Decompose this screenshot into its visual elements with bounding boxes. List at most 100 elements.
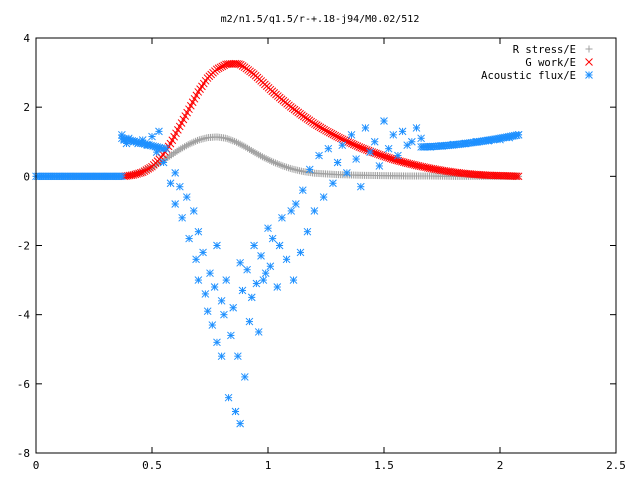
data-point (296, 248, 305, 257)
data-point (142, 166, 151, 174)
data-point (494, 171, 503, 180)
data-point (384, 144, 393, 153)
data-point (389, 130, 398, 139)
data-point (512, 172, 521, 181)
data-point (511, 172, 519, 181)
data-point (417, 134, 425, 143)
y-tick-label: -8 (17, 447, 30, 460)
data-point (266, 262, 275, 271)
data-point (268, 234, 277, 243)
data-point (240, 373, 249, 381)
data-point (233, 352, 242, 361)
data-point (347, 130, 356, 139)
data-point (273, 283, 282, 291)
legend-marker (585, 71, 593, 79)
data-point (259, 276, 268, 284)
data-point (412, 124, 421, 132)
data-point (254, 328, 263, 336)
data-point (380, 117, 388, 125)
data-point (238, 286, 247, 295)
data-point (291, 200, 300, 208)
legend-label: G work/E (525, 57, 576, 69)
data-point (488, 171, 497, 180)
data-point (252, 279, 261, 288)
plot-area-border (35, 37, 617, 454)
legend-marker (585, 58, 593, 66)
data-point (333, 132, 341, 141)
data-point (490, 171, 499, 180)
data-point (324, 144, 333, 153)
data-point (289, 276, 298, 284)
data-point (210, 283, 219, 291)
y-tick-label: 4 (23, 32, 30, 45)
data-point (329, 179, 337, 188)
data-point (323, 127, 332, 136)
data-point (319, 193, 328, 201)
data-point (366, 148, 374, 156)
data-point (140, 167, 149, 175)
data-point (148, 132, 156, 141)
data-point (216, 63, 225, 72)
data-point (213, 338, 221, 347)
data-point (257, 252, 265, 260)
data-point (117, 172, 126, 181)
data-point (194, 276, 203, 284)
data-point (514, 172, 523, 181)
data-point (138, 168, 147, 177)
data-point (338, 135, 347, 144)
x-tick-label: 2.5 (606, 459, 626, 472)
data-point (370, 137, 379, 146)
data-point (403, 141, 412, 150)
data-point (235, 60, 243, 68)
data-point (336, 134, 345, 143)
data-point (182, 193, 191, 201)
data-point (229, 303, 238, 312)
data-point (208, 321, 217, 329)
data-point (264, 224, 272, 233)
data-point (146, 163, 154, 172)
data-point (327, 129, 336, 138)
data-point (316, 123, 325, 132)
data-point (171, 169, 180, 177)
series-layer (32, 59, 523, 428)
data-point (331, 131, 340, 140)
data-point (159, 144, 168, 153)
data-point (343, 169, 351, 177)
data-point (189, 207, 198, 215)
data-point (194, 227, 203, 236)
data-point (499, 171, 508, 180)
data-point (492, 171, 501, 180)
x-tick-label: 0 (33, 459, 40, 472)
data-point (185, 234, 193, 243)
data-point (282, 255, 291, 264)
data-point (224, 393, 233, 402)
data-point (278, 213, 286, 222)
data-point (485, 171, 493, 180)
y-tick-label: -2 (17, 240, 30, 253)
data-point (231, 407, 240, 416)
data-point (201, 290, 210, 298)
data-point (206, 269, 214, 278)
series-g-work-e (120, 59, 523, 181)
data-point (203, 307, 212, 316)
data-point (498, 171, 506, 180)
data-point (199, 248, 207, 257)
legend-label: R stress/E (513, 44, 576, 56)
y-tick-label: 0 (23, 170, 30, 183)
data-point (311, 120, 319, 128)
data-point (318, 124, 327, 133)
data-point (496, 171, 504, 180)
chart-title: m2/n1.5/q1.5/r-+.18-j94/M0.02/512 (221, 14, 420, 25)
legend-marker (585, 45, 593, 53)
data-point (361, 124, 370, 132)
data-point (352, 155, 361, 163)
data-point (298, 186, 307, 195)
data-point (261, 269, 270, 278)
data-point (329, 130, 338, 139)
series-acoustic-flux-e (32, 117, 523, 428)
data-point (212, 65, 221, 74)
data-point (320, 125, 328, 134)
x-tick-label: 1.5 (374, 459, 394, 472)
data-point (178, 213, 187, 222)
